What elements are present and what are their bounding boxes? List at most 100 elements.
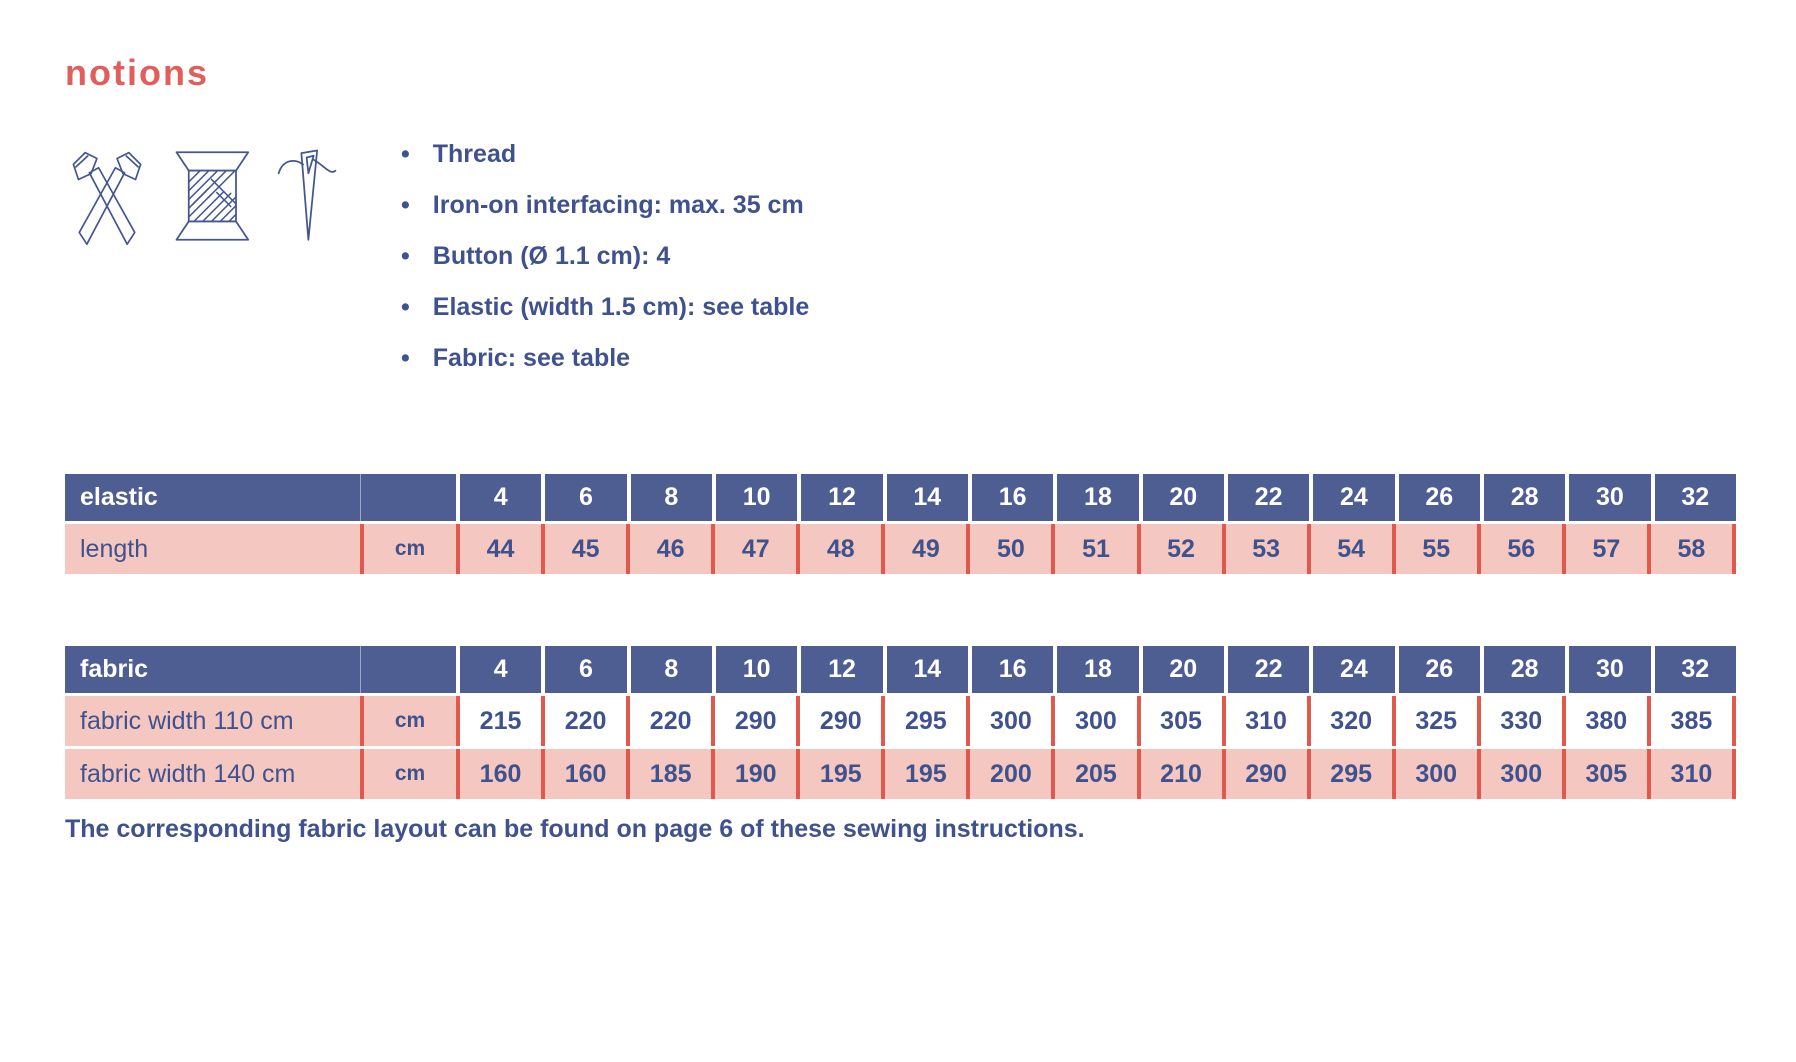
size-header-cell: 10 xyxy=(711,474,797,521)
size-header-cell: 22 xyxy=(1223,474,1309,521)
page: notions xyxy=(0,52,1796,1062)
value-cell: 190 xyxy=(711,749,796,799)
size-header-cell: 28 xyxy=(1479,646,1565,693)
size-header-cell: 22 xyxy=(1223,646,1309,693)
value-cell: 215 xyxy=(456,696,542,746)
value-cell: 160 xyxy=(456,749,541,799)
value-cell: 50 xyxy=(966,524,1051,574)
row-label-cell: fabric width 110 cm xyxy=(80,706,294,735)
thread-spool-icon xyxy=(175,151,250,241)
notions-list-item: • Button (Ø 1.1 cm): 4 xyxy=(401,244,809,269)
table-row: fabric width 140 cm cm 160 160 185 190 195 195 2… xyxy=(65,749,1736,799)
value-cell: 300 xyxy=(1391,749,1477,799)
size-header-cell: 6 xyxy=(541,474,626,521)
size-header-cell: 14 xyxy=(882,646,968,693)
value-cell: 45 xyxy=(541,524,626,574)
size-header-cell: 4 xyxy=(456,474,541,521)
bullet-icon: • xyxy=(401,344,410,372)
value-cell: 330 xyxy=(1476,696,1562,746)
row-unit-cell: cm xyxy=(360,749,456,799)
value-cell: 305 xyxy=(1561,749,1647,799)
bullet-icon: • xyxy=(401,293,410,321)
value-cell: 48 xyxy=(796,524,881,574)
value-cell: 160 xyxy=(541,749,626,799)
bullet-icon: • xyxy=(401,242,410,270)
notions-list-item: • Thread xyxy=(401,142,809,167)
notions-list-item: • Iron-on interfacing: max. 35 cm xyxy=(401,193,809,218)
needle-icon xyxy=(277,149,337,241)
value-cell: 51 xyxy=(1051,524,1136,574)
table-header-row: elastic 4 6 8 10 12 14 16 18 20 22 24 26 28 30 32 xyxy=(65,474,1736,521)
value-cell: 44 xyxy=(456,524,541,574)
size-header-cell: 12 xyxy=(797,646,882,693)
value-cell: 210 xyxy=(1136,749,1222,799)
table-row: fabric width 110 cm cm 215 220 220 290 290 295 3… xyxy=(65,696,1736,746)
table-header-row: fabric 4 6 8 10 12 14 16 18 20 22 24 26 28 30 32 xyxy=(65,646,1736,693)
value-cell: 53 xyxy=(1221,524,1307,574)
value-cell: 305 xyxy=(1136,696,1222,746)
value-cell: 47 xyxy=(711,524,796,574)
notions-icons xyxy=(65,140,337,256)
size-header-cell: 24 xyxy=(1309,474,1394,521)
value-cell: 290 xyxy=(711,696,797,746)
size-header-cell: 30 xyxy=(1565,646,1650,693)
row-unit-cell: cm xyxy=(360,696,456,746)
table-title-cell: fabric xyxy=(80,655,149,683)
size-header-cell: 32 xyxy=(1650,646,1736,693)
bullet-icon: • xyxy=(401,191,410,219)
size-header-cell: 20 xyxy=(1138,474,1224,521)
value-cell: 325 xyxy=(1391,696,1477,746)
notions-list-item: • Elastic (width 1.5 cm): see table xyxy=(401,295,809,320)
size-header-cell: 12 xyxy=(797,474,882,521)
size-header-cell: 24 xyxy=(1309,646,1394,693)
size-header-cell: 26 xyxy=(1394,474,1480,521)
table-row: length cm 44 45 46 47 48 49 50 51 52 53 54 55 56 57 58 xyxy=(65,524,1736,574)
notions-list-item-label: Iron-on interfacing: max. 35 cm xyxy=(432,191,804,219)
value-cell: 56 xyxy=(1476,524,1562,574)
header-unit-cell xyxy=(360,474,456,521)
value-cell: 290 xyxy=(1221,749,1307,799)
fabric-table: fabric 4 6 8 10 12 14 16 18 20 22 24 26 28 30 32 fabric … xyxy=(65,646,1736,799)
notions-list-item-label: Button (Ø 1.1 cm): 4 xyxy=(432,242,671,270)
notions-section: • Thread • Iron-on interfacing: max. 35 cm •… xyxy=(65,140,1796,397)
size-header-cell: 28 xyxy=(1479,474,1565,521)
notions-list: • Thread • Iron-on interfacing: max. 35 cm •… xyxy=(401,142,809,397)
row-label-cell: fabric width 140 cm xyxy=(80,759,296,788)
elastic-table: elastic 4 6 8 10 12 14 16 18 20 22 24 26 28 30 32 length… xyxy=(65,474,1736,574)
value-cell: 220 xyxy=(626,696,712,746)
value-cell: 295 xyxy=(1306,749,1392,799)
size-header-cell: 6 xyxy=(541,646,626,693)
value-cell: 49 xyxy=(881,524,966,574)
value-cell: 320 xyxy=(1306,696,1392,746)
value-cell: 300 xyxy=(966,696,1052,746)
value-cell: 295 xyxy=(881,696,967,746)
value-cell: 55 xyxy=(1391,524,1477,574)
value-cell: 205 xyxy=(1051,749,1136,799)
value-cell: 200 xyxy=(966,749,1051,799)
value-cell: 195 xyxy=(796,749,881,799)
value-cell: 58 xyxy=(1646,524,1732,574)
value-cell: 54 xyxy=(1306,524,1392,574)
size-header-cell: 18 xyxy=(1053,474,1138,521)
bullet-icon: • xyxy=(401,140,410,168)
value-cell: 220 xyxy=(541,696,627,746)
scissors-icon xyxy=(72,151,142,246)
size-header-cell: 32 xyxy=(1650,474,1736,521)
row-unit-cell: cm xyxy=(360,524,456,574)
value-cell: 385 xyxy=(1646,696,1732,746)
row-label-cell: length xyxy=(80,534,149,563)
size-header-cell: 20 xyxy=(1138,646,1224,693)
size-header-cell: 18 xyxy=(1053,646,1138,693)
size-header-cell: 4 xyxy=(456,646,541,693)
value-cell: 195 xyxy=(881,749,966,799)
notions-list-item: • Fabric: see table xyxy=(401,346,809,371)
size-header-cell: 8 xyxy=(626,474,712,521)
size-header-cell: 30 xyxy=(1565,474,1650,521)
notions-list-item-label: Fabric: see table xyxy=(432,344,631,372)
value-cell: 185 xyxy=(626,749,711,799)
notions-list-item-label: Elastic (width 1.5 cm): see table xyxy=(432,293,810,321)
size-header-cell: 16 xyxy=(967,646,1053,693)
value-cell: 46 xyxy=(626,524,711,574)
value-cell: 310 xyxy=(1646,749,1732,799)
size-header-cell: 14 xyxy=(882,474,968,521)
